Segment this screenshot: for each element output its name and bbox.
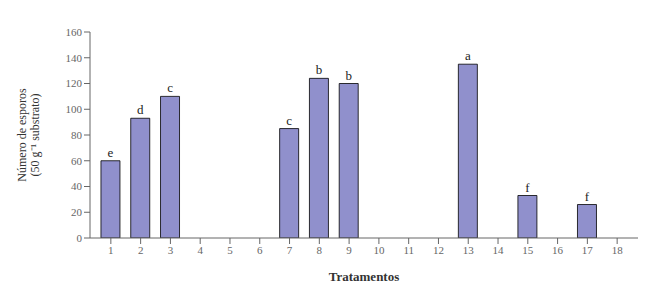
svg-text:a: a (465, 48, 471, 63)
svg-text:100: 100 (66, 103, 83, 115)
svg-text:Tratamentos: Tratamentos (329, 269, 400, 284)
svg-text:80: 80 (71, 129, 83, 141)
svg-text:8: 8 (317, 244, 323, 256)
svg-text:18: 18 (612, 244, 624, 256)
svg-text:60: 60 (71, 155, 83, 167)
svg-text:f: f (525, 180, 530, 195)
svg-text:12: 12 (433, 244, 444, 256)
svg-text:d: d (137, 102, 144, 117)
svg-text:b: b (316, 62, 323, 77)
svg-text:0: 0 (77, 232, 83, 244)
svg-text:17: 17 (582, 244, 594, 256)
svg-text:1: 1 (108, 244, 114, 256)
svg-text:c: c (286, 113, 292, 128)
svg-text:40: 40 (71, 180, 83, 192)
svg-text:10: 10 (373, 244, 385, 256)
svg-text:140: 140 (66, 52, 83, 64)
svg-text:16: 16 (552, 244, 564, 256)
svg-text:15: 15 (522, 244, 534, 256)
svg-text:13: 13 (463, 244, 475, 256)
svg-text:Número de esporos(50 g⁻¹ subst: Número de esporos(50 g⁻¹ substrato) (15, 88, 42, 182)
svg-text:f: f (585, 189, 590, 204)
svg-text:3: 3 (168, 244, 174, 256)
svg-text:20: 20 (71, 206, 83, 218)
svg-text:9: 9 (346, 244, 352, 256)
svg-text:7: 7 (287, 244, 293, 256)
svg-text:6: 6 (257, 244, 263, 256)
svg-text:e: e (108, 145, 114, 160)
svg-text:11: 11 (403, 244, 414, 256)
svg-text:c: c (167, 80, 173, 95)
svg-text:b: b (345, 68, 352, 83)
svg-text:2: 2 (138, 244, 144, 256)
svg-text:120: 120 (66, 77, 83, 89)
svg-text:4: 4 (197, 244, 203, 256)
svg-text:160: 160 (66, 26, 83, 38)
svg-text:14: 14 (493, 244, 505, 256)
svg-text:5: 5 (227, 244, 233, 256)
